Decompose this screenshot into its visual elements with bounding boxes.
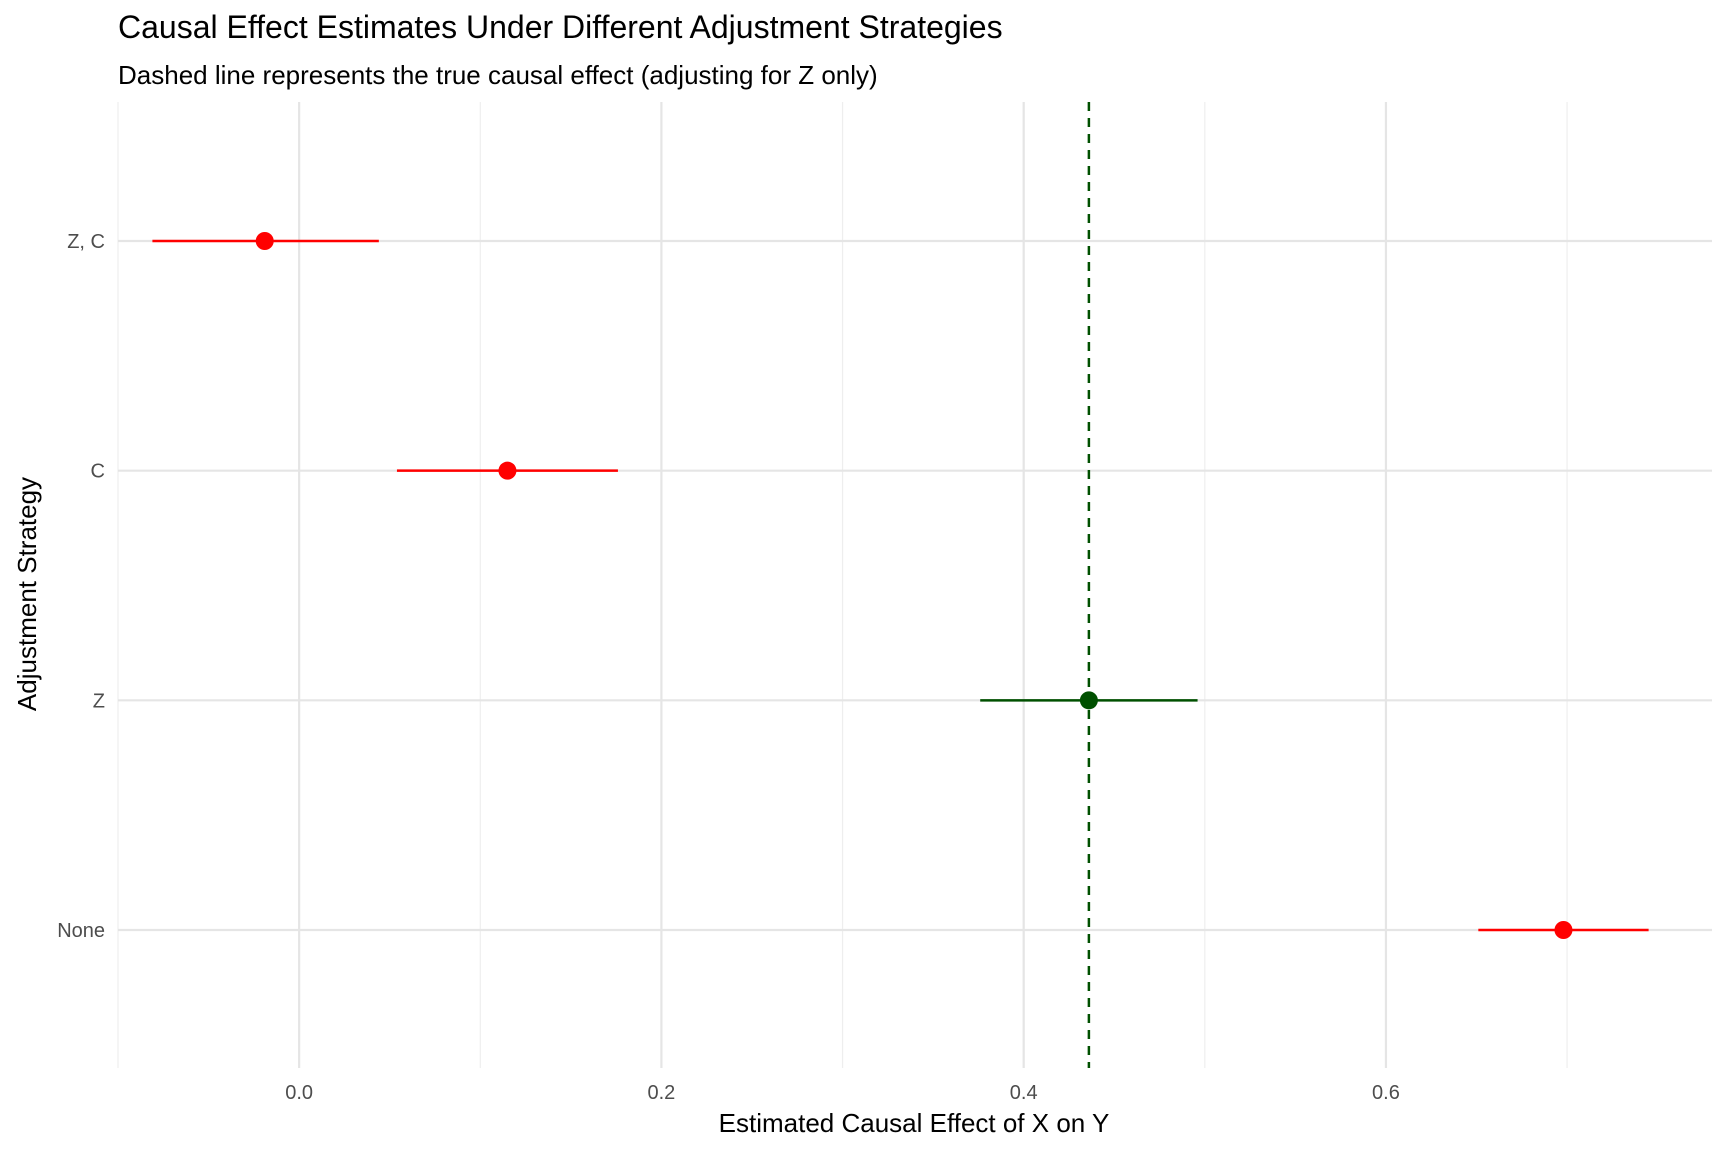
y-tick-label: C (91, 461, 105, 483)
x-axis-title: Estimated Causal Effect of X on Y (719, 1108, 1110, 1138)
estimate-point (1079, 691, 1098, 710)
x-tick-label: 0.4 (1010, 1082, 1038, 1104)
y-tick-label: None (57, 920, 105, 942)
estimate-point (1554, 921, 1573, 939)
marks-layer (152, 232, 1649, 939)
estimate-point (255, 232, 274, 250)
chart-title: Causal Effect Estimates Under Different … (118, 9, 1003, 45)
y-axis-title: Adjustment Strategy (12, 477, 42, 711)
y-tick-label: Z (93, 690, 105, 712)
estimate-point (498, 461, 517, 480)
x-tick-label: 0.2 (648, 1082, 676, 1104)
axis-tick-labels: 0.0 0.2 0.4 0.6 None Z C Z, C (57, 231, 1400, 1104)
chart-subtitle: Dashed line represents the true causal e… (118, 60, 878, 90)
x-tick-label: 0.6 (1372, 1082, 1400, 1104)
x-tick-label: 0.0 (285, 1082, 313, 1104)
y-tick-label: Z, C (67, 231, 105, 253)
grid-layer (117, 102, 1712, 1068)
